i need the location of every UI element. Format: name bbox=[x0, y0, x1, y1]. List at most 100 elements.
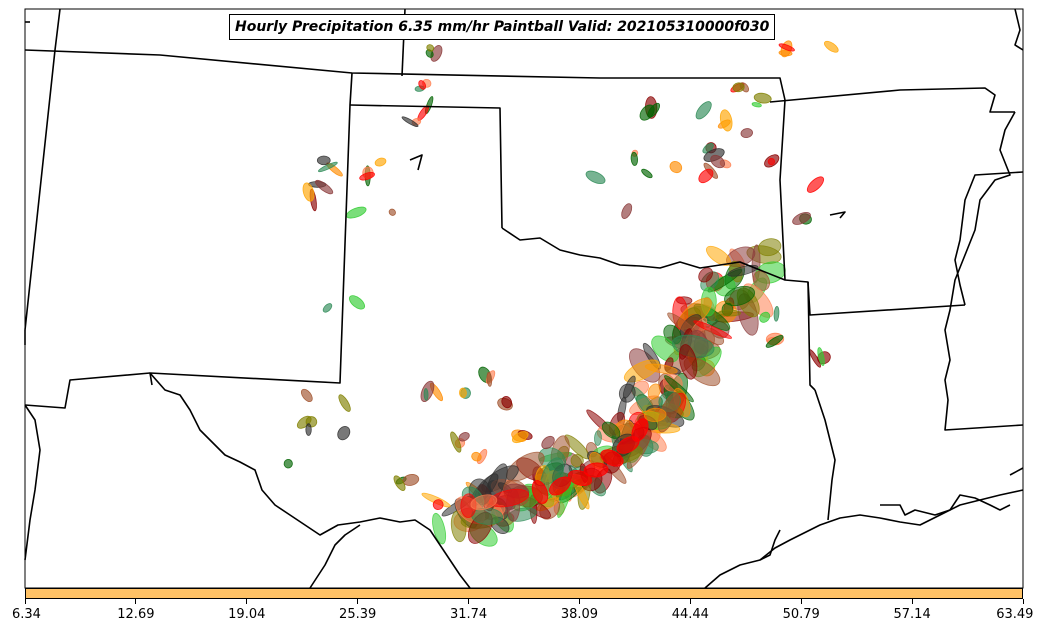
precip-blob bbox=[600, 449, 624, 467]
border-line bbox=[24, 8, 61, 331]
border-line bbox=[501, 227, 786, 281]
colorbar-tick bbox=[800, 599, 802, 604]
precip-blob bbox=[583, 462, 609, 478]
precip-blob bbox=[359, 171, 375, 181]
precip-blob bbox=[695, 101, 712, 120]
precipitation-paintball-layer bbox=[283, 40, 839, 547]
precip-blob bbox=[724, 285, 756, 307]
colorbar-tick bbox=[689, 599, 691, 604]
precip-blob bbox=[316, 155, 331, 166]
colorbar-tick bbox=[468, 599, 470, 604]
precip-blob bbox=[727, 264, 759, 277]
colorbar-tick-label: 19.04 bbox=[228, 607, 266, 622]
precip-blob bbox=[318, 161, 338, 173]
precip-blob bbox=[541, 435, 555, 450]
precip-blob bbox=[710, 154, 725, 169]
precip-blob bbox=[426, 44, 435, 52]
border-line bbox=[149, 372, 471, 589]
border-line bbox=[807, 281, 816, 391]
colorbar-tick-label: 6.34 bbox=[11, 607, 41, 622]
precip-blob bbox=[778, 43, 795, 52]
colorbar-tick-label: 25.39 bbox=[339, 607, 377, 622]
precip-blob bbox=[471, 451, 482, 462]
precip-blob bbox=[585, 170, 606, 185]
precip-blob bbox=[651, 335, 679, 363]
precip-blob bbox=[759, 311, 771, 323]
precip-blob bbox=[641, 168, 653, 179]
precip-blob bbox=[757, 238, 782, 257]
colorbar-tick bbox=[1022, 599, 1024, 604]
precip-blob bbox=[338, 394, 351, 412]
precip-blob bbox=[817, 347, 825, 366]
border-line bbox=[349, 72, 353, 106]
precip-blob bbox=[752, 270, 771, 291]
precip-blob bbox=[432, 512, 447, 545]
colorbar-tick bbox=[135, 599, 137, 604]
precip-blob bbox=[432, 499, 444, 510]
border-line bbox=[409, 154, 423, 171]
colorbar-tick bbox=[357, 599, 359, 604]
colorbar-tick-label: 57.14 bbox=[893, 607, 931, 622]
border-line bbox=[349, 104, 503, 229]
precip-blob bbox=[470, 494, 498, 511]
precip-blob bbox=[450, 431, 462, 453]
precip-blob bbox=[337, 426, 351, 441]
border-line bbox=[880, 494, 1011, 516]
precip-blob bbox=[792, 212, 811, 225]
border-line bbox=[944, 111, 1024, 431]
colorbar-tick-label: 63.49 bbox=[996, 607, 1034, 622]
precip-blob bbox=[773, 306, 780, 322]
precip-blob bbox=[388, 208, 396, 216]
border-line bbox=[954, 171, 1024, 306]
precip-blob bbox=[718, 309, 742, 317]
precip-blob bbox=[678, 344, 698, 380]
border-line bbox=[24, 404, 41, 561]
border-line bbox=[759, 529, 781, 561]
precip-blob bbox=[719, 109, 733, 132]
border-line bbox=[704, 489, 1024, 589]
precip-blob bbox=[348, 295, 366, 310]
precip-blob bbox=[567, 469, 593, 487]
border-line bbox=[24, 49, 786, 101]
colorbar-tick-label: 12.69 bbox=[117, 607, 155, 622]
precip-blob bbox=[765, 335, 784, 348]
precip-blob bbox=[300, 388, 313, 403]
precip-blob bbox=[393, 475, 406, 491]
state-boundaries bbox=[24, 8, 1024, 589]
precip-blob bbox=[639, 104, 655, 121]
precip-blob bbox=[486, 371, 493, 387]
colorbar-tick bbox=[24, 599, 26, 604]
precip-blob bbox=[669, 161, 683, 174]
precip-blob bbox=[459, 387, 467, 399]
border-line bbox=[769, 87, 1015, 113]
colorbar-tick-label: 50.79 bbox=[782, 607, 820, 622]
precip-blob bbox=[630, 151, 638, 166]
precip-blob bbox=[374, 157, 387, 167]
precip-blob bbox=[283, 459, 293, 469]
precip-blob bbox=[549, 476, 571, 496]
precip-blob bbox=[753, 92, 772, 104]
precip-blob bbox=[751, 102, 762, 108]
colorbar-tick bbox=[578, 599, 580, 604]
colorbar-tick-label: 31.74 bbox=[449, 607, 488, 622]
precip-blob bbox=[698, 267, 713, 283]
colorbar-tick bbox=[246, 599, 248, 604]
precip-blob bbox=[315, 179, 334, 195]
precip-blob bbox=[767, 157, 776, 166]
precip-blob bbox=[531, 480, 549, 504]
precip-blob bbox=[418, 80, 427, 90]
colorbar bbox=[25, 588, 1023, 599]
border-line bbox=[814, 389, 836, 521]
precip-blob bbox=[423, 388, 429, 401]
precip-blob bbox=[643, 407, 667, 422]
border-line bbox=[309, 524, 361, 589]
precip-blob bbox=[458, 432, 470, 442]
precip-blob bbox=[698, 168, 714, 184]
border-line bbox=[1009, 467, 1024, 476]
precip-blob bbox=[806, 176, 825, 193]
border-line bbox=[149, 104, 351, 386]
precip-blob bbox=[501, 396, 513, 409]
border-line bbox=[24, 372, 151, 409]
colorbar-tick bbox=[911, 599, 913, 604]
border-line bbox=[779, 99, 966, 316]
